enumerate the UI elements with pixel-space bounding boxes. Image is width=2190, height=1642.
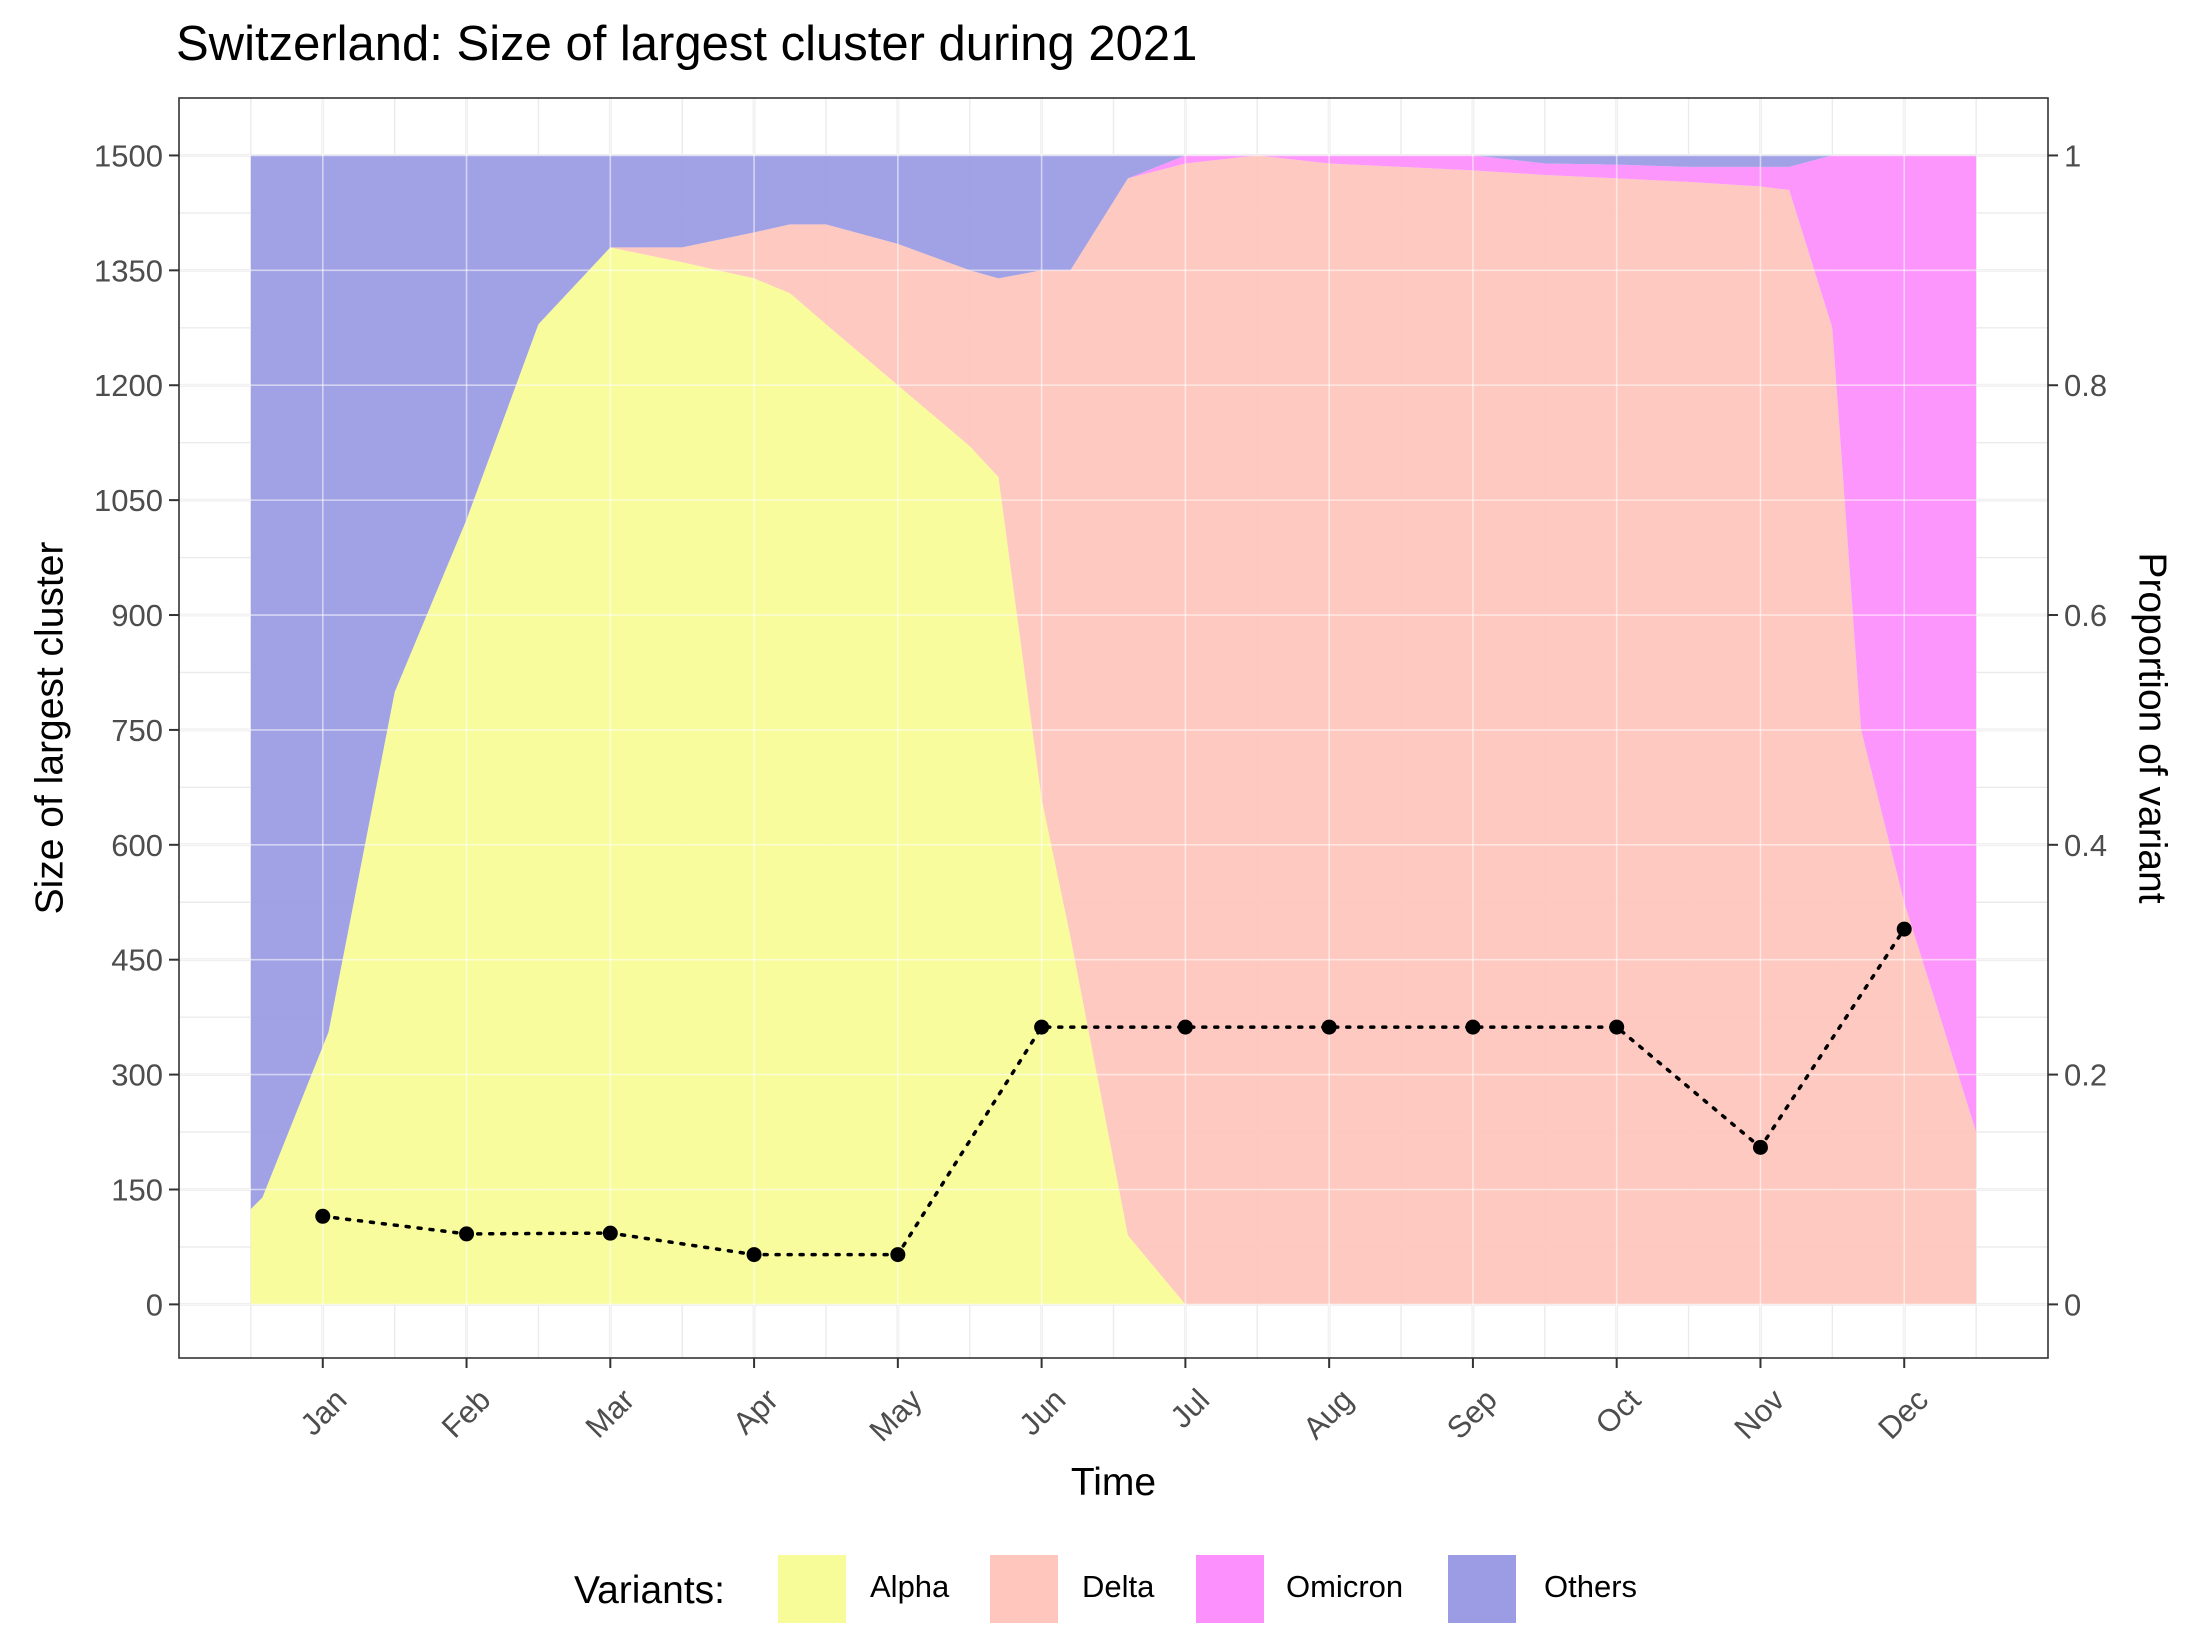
legend-key-delta bbox=[990, 1555, 1058, 1623]
legend-key-omicron bbox=[1196, 1555, 1264, 1623]
x-axis-title: Time bbox=[1071, 1461, 1156, 1504]
line-point bbox=[1177, 1019, 1193, 1035]
y-axis-right-title: Proportion of variant bbox=[2131, 552, 2174, 903]
chart-title: Switzerland: Size of largest cluster dur… bbox=[176, 17, 1197, 71]
area-alpha bbox=[250, 247, 1977, 1305]
line-point bbox=[1896, 921, 1912, 937]
x-tick-label: Jan bbox=[293, 1382, 353, 1442]
line-point bbox=[459, 1226, 475, 1242]
line-point bbox=[1465, 1019, 1481, 1035]
y-tick-label: 150 bbox=[111, 1172, 163, 1207]
x-tick-label: Nov bbox=[1728, 1382, 1792, 1446]
legend-key-others bbox=[1448, 1555, 1516, 1623]
line-point bbox=[315, 1208, 331, 1224]
y-axis-title: Size of largest cluster bbox=[28, 542, 71, 915]
left-axis: 0 150 300 450 600 750 900 1050 1200 1350 1500 bbox=[94, 138, 179, 1322]
x-tick-label: Sep bbox=[1440, 1382, 1504, 1446]
x-axis: Jan Feb Mar Apr May Jun Jul Aug Sep Oct Nov Dec bbox=[293, 1358, 1935, 1448]
y-tick-label: 0 bbox=[146, 1287, 163, 1322]
stacked-areas bbox=[179, 98, 2048, 1358]
line-point bbox=[602, 1225, 618, 1241]
y-right-tick-label: 0.4 bbox=[2064, 828, 2107, 863]
legend-key-alpha bbox=[778, 1555, 846, 1623]
x-tick-label: May bbox=[862, 1382, 929, 1449]
x-tick-label: Jun bbox=[1012, 1382, 1072, 1442]
y-right-tick-label: 0.6 bbox=[2064, 598, 2107, 633]
legend-label-delta: Delta bbox=[1082, 1569, 1155, 1604]
y-tick-label: 1050 bbox=[94, 483, 163, 518]
y-right-tick-label: 1 bbox=[2064, 138, 2081, 173]
x-tick-label: Mar bbox=[579, 1382, 642, 1445]
line-point bbox=[1321, 1019, 1337, 1035]
x-tick-label: Aug bbox=[1296, 1382, 1360, 1446]
y-tick-label: 600 bbox=[111, 828, 163, 863]
line-point bbox=[1034, 1019, 1050, 1035]
x-tick-label: Oct bbox=[1589, 1382, 1648, 1441]
legend: Variants: Alpha Delta Omicron Others bbox=[574, 1555, 1637, 1623]
y-tick-label: 300 bbox=[111, 1058, 163, 1093]
line-point bbox=[890, 1247, 906, 1263]
legend-title: Variants: bbox=[574, 1569, 725, 1612]
line-point bbox=[1752, 1139, 1768, 1155]
legend-label-others: Others bbox=[1544, 1569, 1637, 1604]
y-tick-label: 1500 bbox=[94, 138, 163, 173]
line-point bbox=[1609, 1019, 1625, 1035]
x-tick-label: Apr bbox=[726, 1382, 785, 1441]
panel-border bbox=[178, 97, 2049, 1359]
y-tick-label: 1200 bbox=[94, 368, 163, 403]
x-tick-label: Dec bbox=[1871, 1382, 1935, 1446]
line-dotted bbox=[321, 927, 1906, 1257]
area-others bbox=[250, 155, 1977, 1209]
plot-panel bbox=[178, 97, 2049, 1359]
cluster-size-line bbox=[315, 921, 1912, 1263]
y-right-tick-label: 0.2 bbox=[2064, 1058, 2107, 1093]
y-tick-label: 450 bbox=[111, 943, 163, 978]
x-tick-label: Feb bbox=[435, 1382, 498, 1445]
y-tick-label: 1350 bbox=[94, 253, 163, 288]
y-tick-label: 750 bbox=[111, 713, 163, 748]
legend-label-alpha: Alpha bbox=[870, 1569, 950, 1604]
y-right-tick-label: 0.8 bbox=[2064, 368, 2107, 403]
x-tick-label: Jul bbox=[1163, 1382, 1216, 1435]
right-axis: 0 0.2 0.4 0.6 0.8 1 bbox=[2048, 138, 2107, 1322]
line-point bbox=[746, 1247, 762, 1263]
y-right-tick-label: 0 bbox=[2064, 1287, 2081, 1322]
legend-label-omicron: Omicron bbox=[1286, 1569, 1403, 1604]
y-tick-label: 900 bbox=[111, 598, 163, 633]
